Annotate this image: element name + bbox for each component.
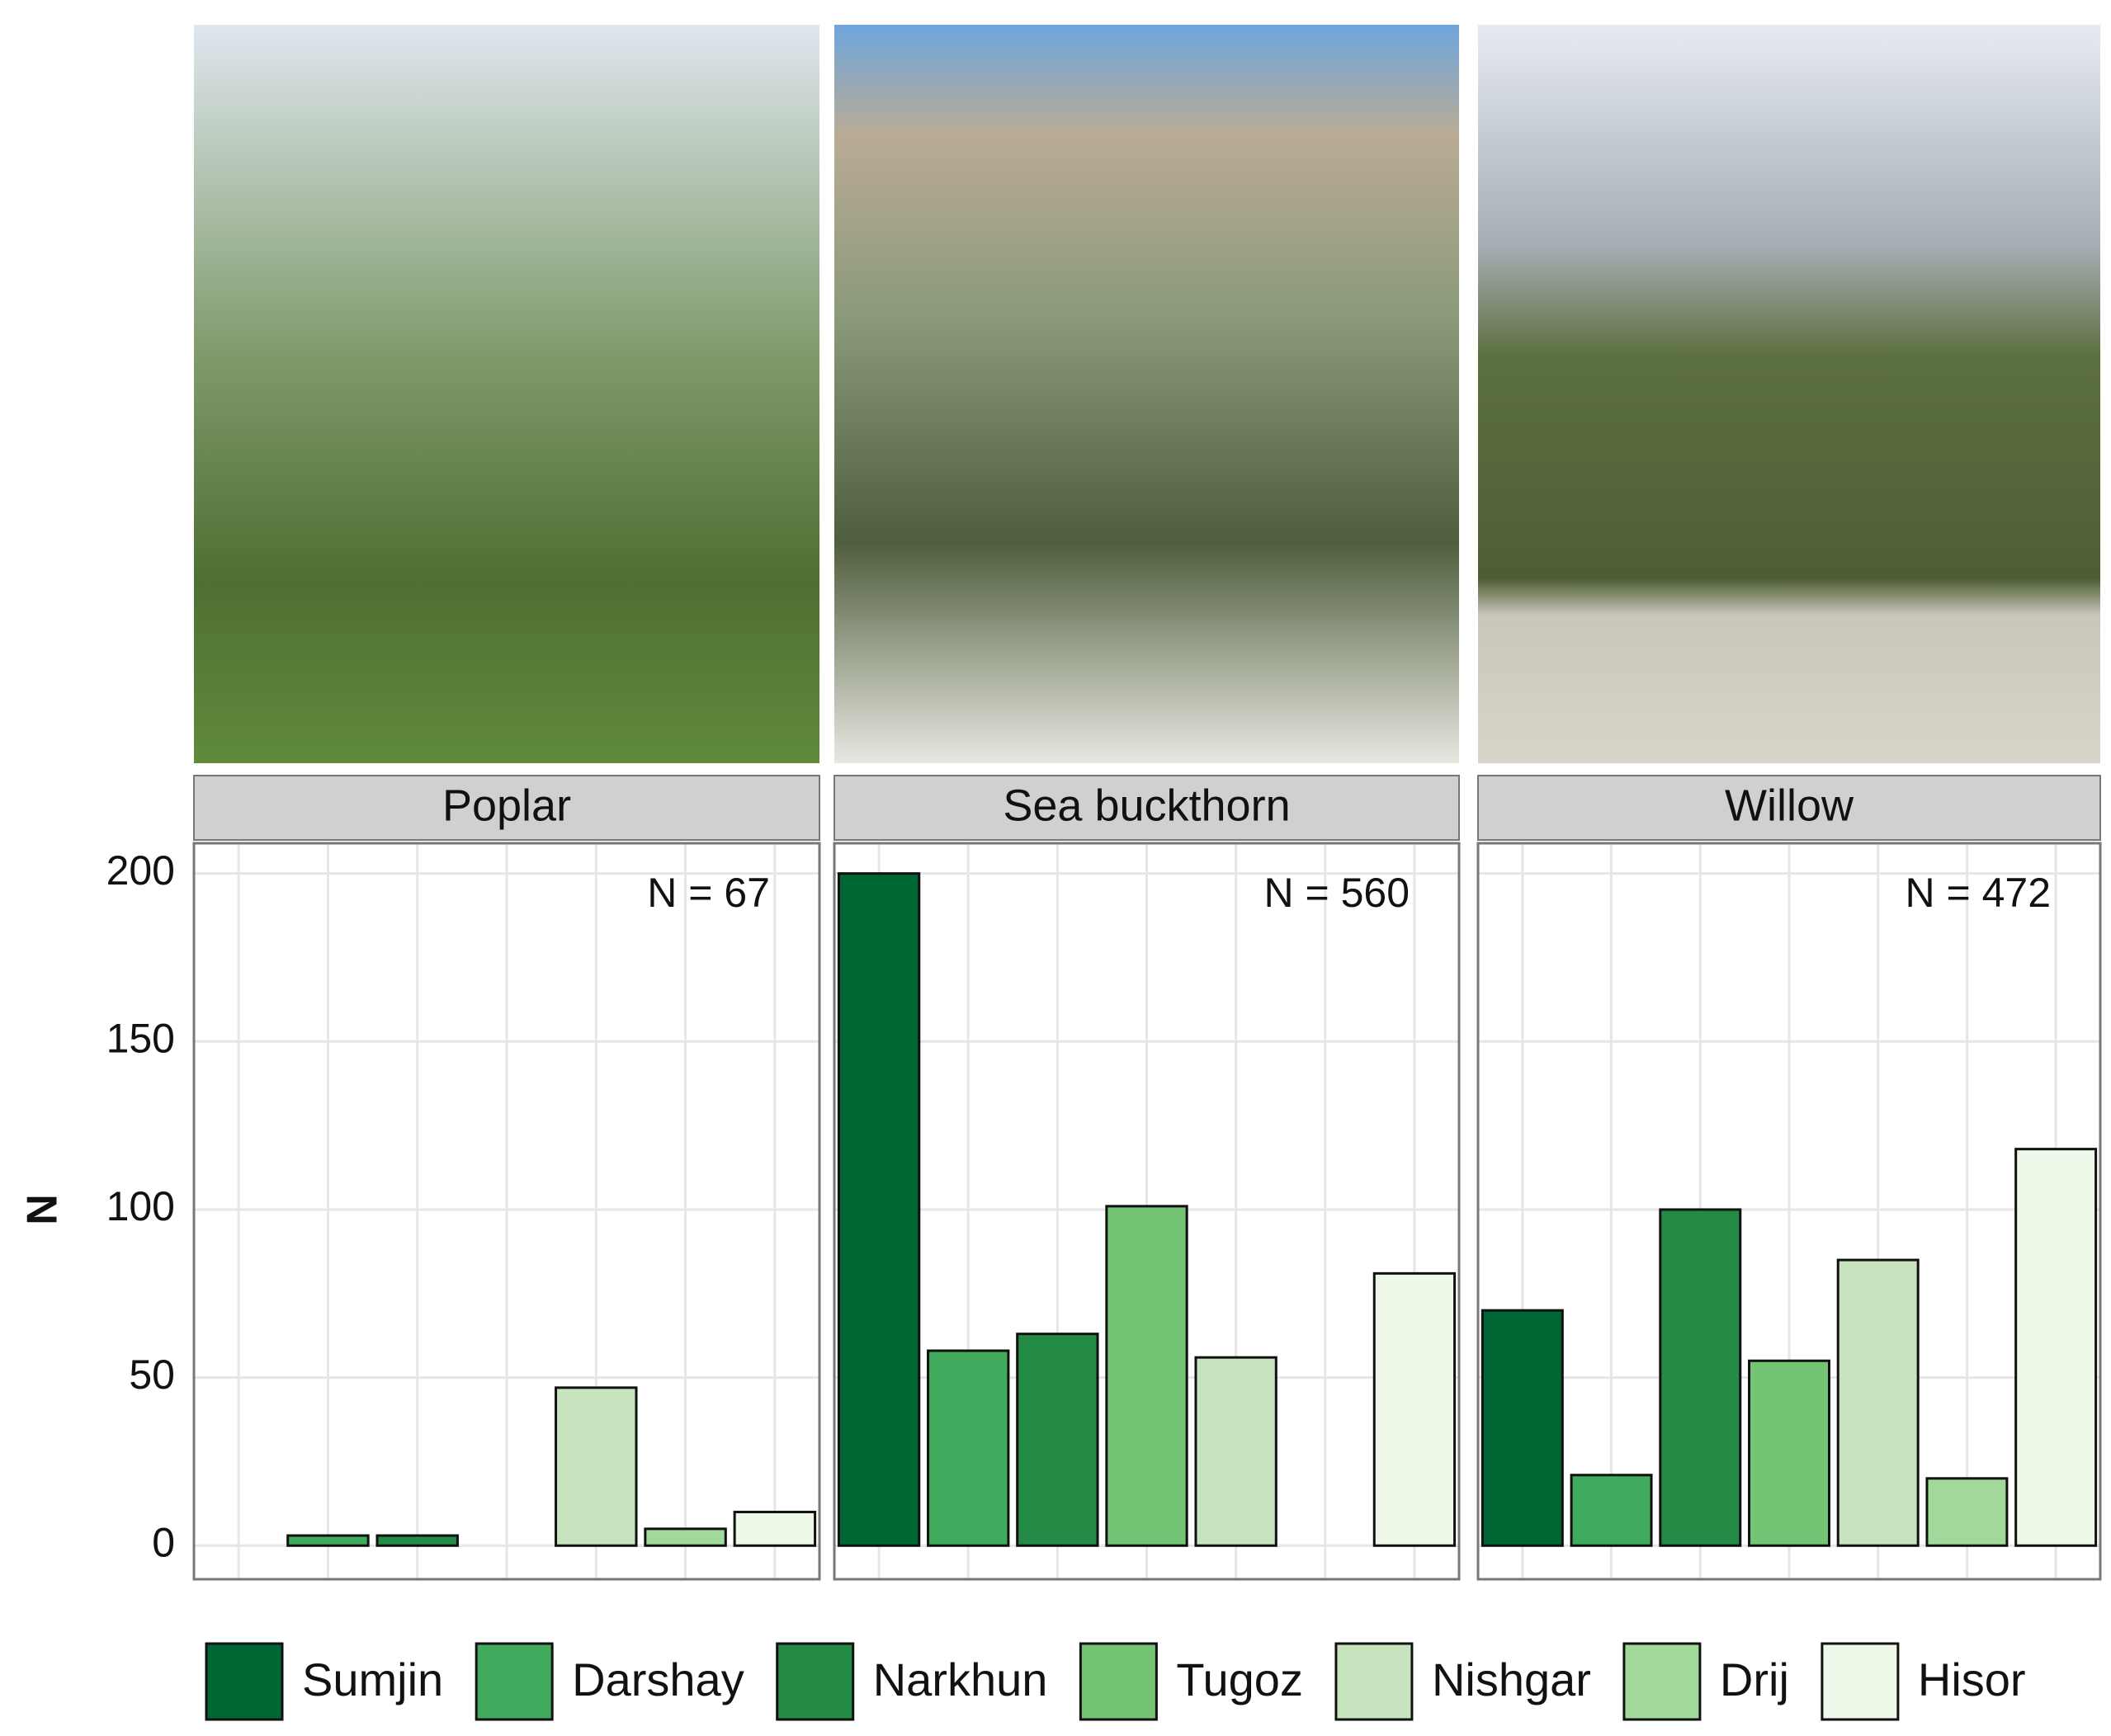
bar — [286, 1534, 370, 1547]
legend-swatch — [1622, 1642, 1702, 1721]
legend-swatch — [1334, 1642, 1414, 1721]
y-tick-label: 150 — [106, 1016, 175, 1062]
bar — [1748, 1359, 1830, 1547]
legend-label: Nishgar — [1432, 1653, 1591, 1705]
panel-border — [192, 842, 821, 1581]
y-tick-label: 200 — [106, 847, 175, 894]
facet-title: Poplar — [442, 781, 571, 830]
legend-label: Narkhun — [873, 1653, 1048, 1705]
facet-title: Willow — [1725, 781, 1854, 830]
y-tick-label: 0 — [152, 1519, 175, 1565]
bar — [1836, 1258, 1920, 1547]
y-tick-label: 50 — [129, 1352, 175, 1398]
strip — [834, 775, 1460, 841]
bar — [2014, 1148, 2098, 1547]
photo — [834, 25, 1459, 763]
annotation: N = 560 — [1263, 870, 1410, 916]
bar — [1925, 1477, 2009, 1547]
bar — [1105, 1205, 1188, 1547]
annotation: N = 67 — [647, 870, 770, 916]
photo — [1478, 25, 2100, 763]
legend-swatch — [1821, 1642, 1900, 1721]
bar — [1016, 1333, 1099, 1547]
legend-label: Drij — [1720, 1653, 1789, 1705]
legend-label: Darshay — [572, 1653, 744, 1705]
photo — [194, 25, 819, 763]
legend-swatch — [475, 1642, 554, 1721]
bar — [1659, 1208, 1742, 1547]
strip — [193, 775, 820, 841]
bar — [733, 1511, 817, 1547]
bar — [837, 872, 921, 1547]
bar — [1481, 1309, 1564, 1547]
bar — [644, 1527, 727, 1547]
bar — [375, 1534, 459, 1547]
legend-swatch — [1079, 1642, 1158, 1721]
panel-border — [833, 842, 1461, 1581]
bar — [1570, 1474, 1653, 1547]
panel-border — [1476, 842, 2102, 1581]
facet-title: Sea buckthorn — [1003, 781, 1290, 830]
bar — [1372, 1271, 1457, 1547]
y-tick-label: 100 — [106, 1183, 175, 1229]
legend-label: Tugoz — [1176, 1653, 1303, 1705]
bar — [555, 1386, 638, 1547]
annotation: N = 472 — [1905, 870, 2051, 916]
strip — [1477, 775, 2101, 841]
bar — [927, 1349, 1010, 1547]
bar — [1194, 1356, 1277, 1547]
legend-swatch — [205, 1642, 284, 1721]
legend-label: Sumjin — [302, 1653, 443, 1705]
legend-swatch — [776, 1642, 855, 1721]
legend-label: Hisor — [1918, 1653, 2026, 1705]
y-axis-label: N — [19, 1194, 67, 1225]
